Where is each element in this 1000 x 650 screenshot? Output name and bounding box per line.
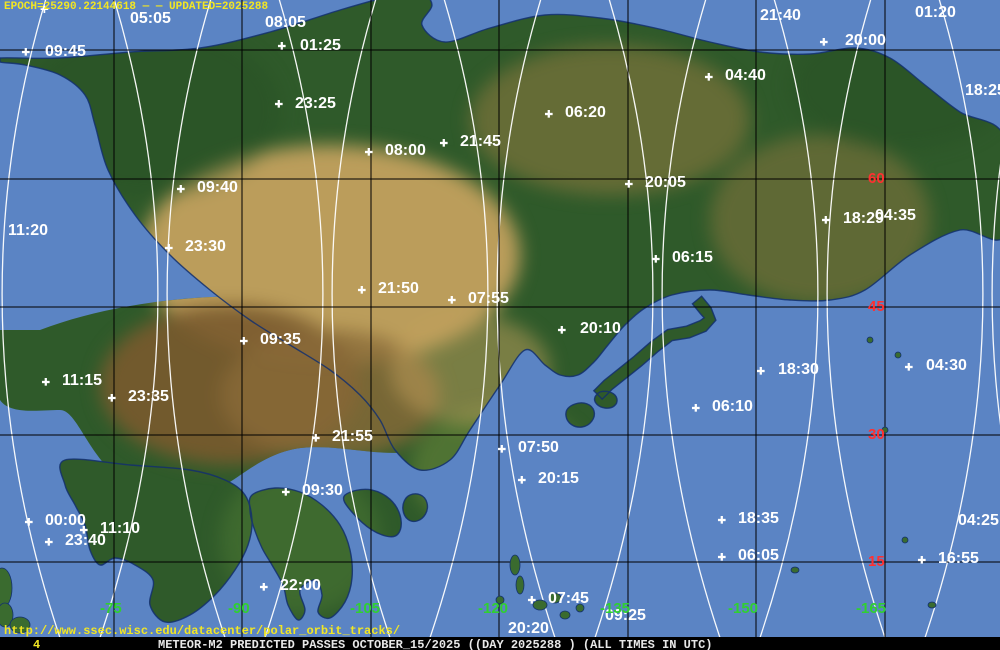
svg-text:08:05: 08:05 <box>265 14 306 31</box>
svg-text:16:55: 16:55 <box>938 550 979 567</box>
svg-text:+: + <box>240 333 248 348</box>
svg-text:-120: -120 <box>478 600 508 617</box>
svg-text:60: 60 <box>868 170 885 187</box>
svg-text:21:55: 21:55 <box>332 428 373 445</box>
svg-text:20:00: 20:00 <box>845 32 886 49</box>
svg-text:+: + <box>718 549 726 564</box>
svg-text:+: + <box>518 472 526 487</box>
svg-text:+: + <box>358 282 366 297</box>
svg-text:21:50: 21:50 <box>378 280 419 297</box>
svg-text:01:25: 01:25 <box>300 37 341 54</box>
svg-text:+: + <box>177 181 185 196</box>
svg-text:+: + <box>278 38 286 53</box>
svg-text:01:20: 01:20 <box>915 4 956 21</box>
svg-text:45: 45 <box>868 298 885 315</box>
svg-text:22:00: 22:00 <box>280 577 321 594</box>
svg-text:06:05: 06:05 <box>738 547 779 564</box>
svg-text:+: + <box>80 522 88 537</box>
svg-text:07:50: 07:50 <box>518 439 559 456</box>
svg-text:09:35: 09:35 <box>260 331 301 348</box>
svg-text:20:20: 20:20 <box>508 620 549 637</box>
svg-text:+: + <box>440 135 448 150</box>
svg-text:18:30: 18:30 <box>778 361 819 378</box>
svg-text:+: + <box>448 292 456 307</box>
svg-text:18:35: 18:35 <box>738 510 779 527</box>
svg-text:+: + <box>45 534 53 549</box>
svg-text:+: + <box>165 240 173 255</box>
svg-text:11:20: 11:20 <box>8 222 48 239</box>
svg-text:EPOCH=25290.22144618 — — UPDAT: EPOCH=25290.22144618 — — UPDATED=2025288 <box>4 1 268 13</box>
svg-text:+: + <box>365 144 373 159</box>
svg-text:METEOR-M2 PREDICTED PASSES OCT: METEOR-M2 PREDICTED PASSES OCTOBER_15/20… <box>158 638 713 650</box>
svg-text:07:45: 07:45 <box>548 590 589 607</box>
svg-text:+: + <box>25 514 33 529</box>
svg-text:+: + <box>282 484 290 499</box>
svg-text:+: + <box>260 579 268 594</box>
svg-text:-75: -75 <box>100 600 122 617</box>
svg-text:21:40: 21:40 <box>760 7 801 24</box>
svg-text:18:25: 18:25 <box>965 82 1000 99</box>
svg-text:+: + <box>498 441 506 456</box>
svg-text:06:20: 06:20 <box>565 104 606 121</box>
svg-text:-105: -105 <box>350 600 380 617</box>
svg-text:+: + <box>42 374 50 389</box>
svg-text:+: + <box>692 400 700 415</box>
svg-text:20:15: 20:15 <box>538 470 579 487</box>
svg-text:+: + <box>820 34 828 49</box>
svg-text:09:45: 09:45 <box>45 43 86 60</box>
svg-text:+: + <box>528 592 536 607</box>
svg-text:-150: -150 <box>728 600 758 617</box>
svg-text:+: + <box>558 322 566 337</box>
svg-text:+: + <box>705 69 713 84</box>
svg-text:+: + <box>652 251 660 266</box>
svg-text:+: + <box>822 212 830 227</box>
svg-text:http://www.ssec.wisc.edu/datac: http://www.ssec.wisc.edu/datacenter/pola… <box>4 624 400 638</box>
svg-text:08:00: 08:00 <box>385 142 426 159</box>
svg-text:20:10: 20:10 <box>580 320 621 337</box>
svg-text:04:35: 04:35 <box>875 207 916 224</box>
svg-text:-90: -90 <box>228 600 250 617</box>
svg-text:-135: -135 <box>600 600 630 617</box>
svg-text:+: + <box>905 359 913 374</box>
svg-text:09:40: 09:40 <box>197 179 238 196</box>
svg-text:06:10: 06:10 <box>712 398 753 415</box>
svg-text:04:25: 04:25 <box>958 512 999 529</box>
svg-text:+: + <box>275 96 283 111</box>
svg-text:04:30: 04:30 <box>926 357 967 374</box>
svg-text:23:25: 23:25 <box>295 95 336 112</box>
svg-text:30: 30 <box>868 426 885 443</box>
svg-text:11:10: 11:10 <box>100 520 140 537</box>
svg-text:+: + <box>312 430 320 445</box>
svg-text:20:05: 20:05 <box>645 174 686 191</box>
svg-text:-165: -165 <box>856 600 886 617</box>
svg-text:23:30: 23:30 <box>185 238 226 255</box>
svg-text:23:35: 23:35 <box>128 388 169 405</box>
svg-text:+: + <box>625 176 633 191</box>
svg-text:+: + <box>918 552 926 567</box>
svg-text:21:45: 21:45 <box>460 133 501 150</box>
svg-text:07:55: 07:55 <box>468 290 509 307</box>
svg-text:+: + <box>757 363 765 378</box>
svg-text:11:15: 11:15 <box>62 372 102 389</box>
svg-text:+: + <box>22 44 30 59</box>
svg-text:04:40: 04:40 <box>725 67 766 84</box>
svg-text:15: 15 <box>868 553 885 570</box>
svg-text:+: + <box>545 106 553 121</box>
svg-text:09:30: 09:30 <box>302 482 343 499</box>
svg-text:4: 4 <box>33 638 40 650</box>
svg-text:+: + <box>718 512 726 527</box>
svg-text:06:15: 06:15 <box>672 249 713 266</box>
svg-text:+: + <box>108 390 116 405</box>
